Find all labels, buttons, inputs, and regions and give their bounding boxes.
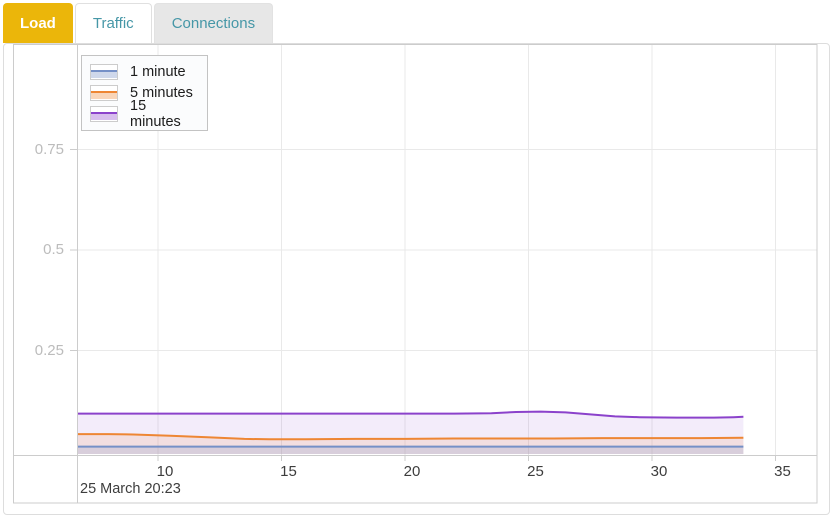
legend-item-label: 15 minutes (130, 97, 181, 130)
x-tick-label: 15 (280, 463, 297, 480)
legend-swatch-icon (90, 84, 118, 101)
x-tick-label: 20 (403, 463, 421, 480)
y-tick-label: 0.75 (34, 140, 64, 158)
chart-legend: 1 minute 5 minutes 15 minutes (81, 55, 208, 131)
legend-item: 1 minute (90, 61, 199, 82)
x-tick-label: 35 (774, 463, 791, 480)
x-tick-label: 25 (527, 463, 544, 480)
x-tick-label: 30 (650, 463, 668, 480)
y-tick-label: 0.5 (43, 241, 64, 258)
y-tick-label: 0.25 (34, 341, 64, 359)
tab-load[interactable]: Load (3, 3, 73, 43)
tab-connections[interactable]: Connections (153, 3, 274, 43)
tab-bar: Load Traffic Connections (3, 3, 274, 43)
x-axis-date-label: 25 March 20:23 (80, 481, 181, 497)
x-tick-label: 10 (156, 463, 174, 480)
tab-traffic[interactable]: Traffic (74, 3, 152, 43)
legend-swatch-icon (90, 105, 118, 122)
legend-swatch-icon (90, 63, 118, 80)
legend-item: 15 minutes (90, 98, 199, 130)
legend-item-label: 1 minute (130, 63, 186, 80)
